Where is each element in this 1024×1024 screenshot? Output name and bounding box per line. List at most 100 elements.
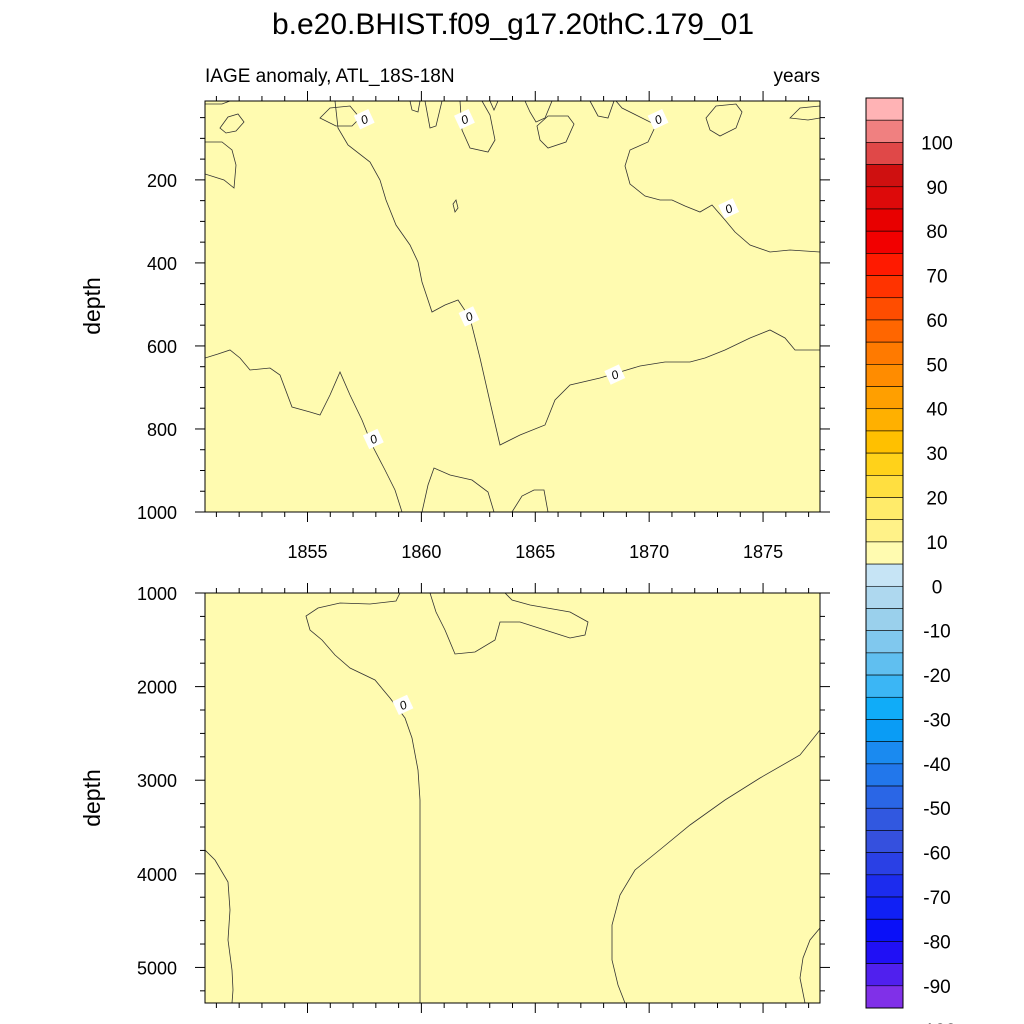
colorbar-swatch xyxy=(865,896,904,920)
colorbar-swatch xyxy=(865,807,904,831)
colorbar-swatch xyxy=(865,719,904,742)
lower-positive-background xyxy=(205,593,820,1003)
colorbar-swatch xyxy=(865,319,904,343)
colorbar-swatch xyxy=(865,164,904,188)
colorbar-swatch xyxy=(865,763,904,787)
contour-label: 0 xyxy=(458,306,480,327)
colorbar-swatch xyxy=(865,408,904,432)
upper-negative-region xyxy=(205,141,237,189)
upper-negative-region xyxy=(409,101,421,113)
colorbar-swatch xyxy=(865,874,904,898)
colorbar-label: 70 xyxy=(926,267,947,288)
upper-contour-fill xyxy=(205,101,820,512)
colorbar-swatch xyxy=(865,519,904,543)
contour-label-bg xyxy=(647,109,669,130)
upper-positive-region xyxy=(524,101,553,123)
colorbar-swatch xyxy=(865,230,904,254)
colorbar-label: -80 xyxy=(923,932,950,953)
contour-label: 0 xyxy=(604,364,626,385)
contour-label: 0 xyxy=(353,109,375,130)
upper-positive-background xyxy=(205,101,820,512)
colorbar-swatch xyxy=(865,119,904,143)
colorbar-swatch xyxy=(865,541,904,565)
contour-label: 0 xyxy=(647,109,669,130)
upper-y-tick-label: 1000 xyxy=(137,503,177,523)
colorbar-label: 30 xyxy=(926,444,947,465)
lower-y-tick-label: 4000 xyxy=(137,865,177,885)
contour-label-bg xyxy=(392,694,414,716)
colorbar-swatch xyxy=(865,652,904,676)
colorbar-swatch xyxy=(865,830,904,853)
contour-label-bg xyxy=(454,109,475,130)
contour-label-bg xyxy=(718,198,740,219)
upper-negative-region xyxy=(511,489,549,512)
upper-y-tick-label: 200 xyxy=(147,171,177,191)
lower-positive-region-deep xyxy=(611,729,820,1003)
colorbar-swatch xyxy=(865,608,904,631)
contour-label: 0 xyxy=(454,109,475,130)
upper-y-tick-label: 400 xyxy=(147,254,177,274)
colorbar-swatch xyxy=(865,386,904,410)
colorbar-swatch xyxy=(865,741,904,765)
upper-ticks: 1855 1860 1865 1870 1875 200 400 600 800 1000 xyxy=(137,91,830,562)
lower-y-tick-label: 5000 xyxy=(137,958,177,978)
colorbar-swatch xyxy=(865,963,904,987)
colorbar-label: -90 xyxy=(923,977,950,998)
colorbar-swatch xyxy=(865,275,904,299)
colorbar-label: 80 xyxy=(926,222,947,243)
colorbar-swatch xyxy=(865,585,904,609)
colorbar-swatch xyxy=(865,452,904,476)
upper-y-tick-label: 600 xyxy=(147,337,177,357)
colorbar: 1009080706050403020100-10-20-30-40-50-60… xyxy=(865,97,956,1024)
lower-ticks: 1000 2000 3000 4000 5000 xyxy=(137,583,830,1013)
lower-negative-region xyxy=(205,593,421,1003)
lower-y-tick-label: 1000 xyxy=(137,584,177,604)
colorbar-swatch xyxy=(865,430,904,454)
contour-label: 0 xyxy=(718,198,740,219)
colorbar-label: 90 xyxy=(926,178,947,199)
upper-positive-region xyxy=(424,101,443,129)
contour-label: 0 xyxy=(392,694,414,716)
upper-contour-labels: 0 0 0 0 0 0 0 xyxy=(353,109,740,450)
colorbar-label: 100 xyxy=(921,133,953,154)
lower-negative-region xyxy=(429,593,589,655)
colorbar-label: 60 xyxy=(926,311,947,332)
colorbar-label: 40 xyxy=(926,400,947,421)
contour-label-bg xyxy=(362,428,384,450)
colorbar-swatch xyxy=(865,918,904,942)
x-tick-label: 1875 xyxy=(743,542,783,562)
colorbar-label: 10 xyxy=(926,533,947,554)
colorbar-label: 20 xyxy=(926,489,947,510)
contour-label: 0 xyxy=(362,428,384,450)
upper-negative-region xyxy=(219,113,245,134)
colorbar-swatch xyxy=(865,852,904,876)
upper-negative-region xyxy=(421,467,495,512)
colorbar-swatch xyxy=(865,497,904,521)
upper-positive-region xyxy=(452,199,459,213)
colorbar-label: 50 xyxy=(926,355,947,376)
x-tick-label: 1865 xyxy=(515,542,555,562)
colorbar-label: 0 xyxy=(932,577,943,598)
colorbar-label: -60 xyxy=(923,844,950,865)
colorbar-swatch xyxy=(865,630,904,654)
upper-positive-region xyxy=(589,101,615,119)
colorbar-label: -100 xyxy=(918,1021,956,1024)
colorbar-swatch xyxy=(865,674,904,698)
upper-negative-region xyxy=(789,105,820,121)
lower-positive-region-deeper xyxy=(799,927,820,1003)
upper-negative-region xyxy=(536,115,575,149)
colorbar-swatch xyxy=(865,186,904,210)
subtitle-left: IAGE anomaly, ATL_18S-18N xyxy=(205,66,455,87)
upper-y-axis-label: depth xyxy=(79,277,105,335)
upper-positive-region xyxy=(459,101,496,153)
lower-panel: 1000 2000 3000 4000 5000 0 depth xyxy=(79,583,830,1013)
colorbar-frame xyxy=(865,97,904,1009)
lower-negative-region-deep xyxy=(205,849,234,1003)
colorbar-swatch xyxy=(865,341,904,365)
colorbar-swatch xyxy=(865,475,904,498)
colorbar-swatch xyxy=(865,985,904,1009)
x-tick-label: 1870 xyxy=(629,542,669,562)
colorbar-label: -50 xyxy=(923,799,950,820)
